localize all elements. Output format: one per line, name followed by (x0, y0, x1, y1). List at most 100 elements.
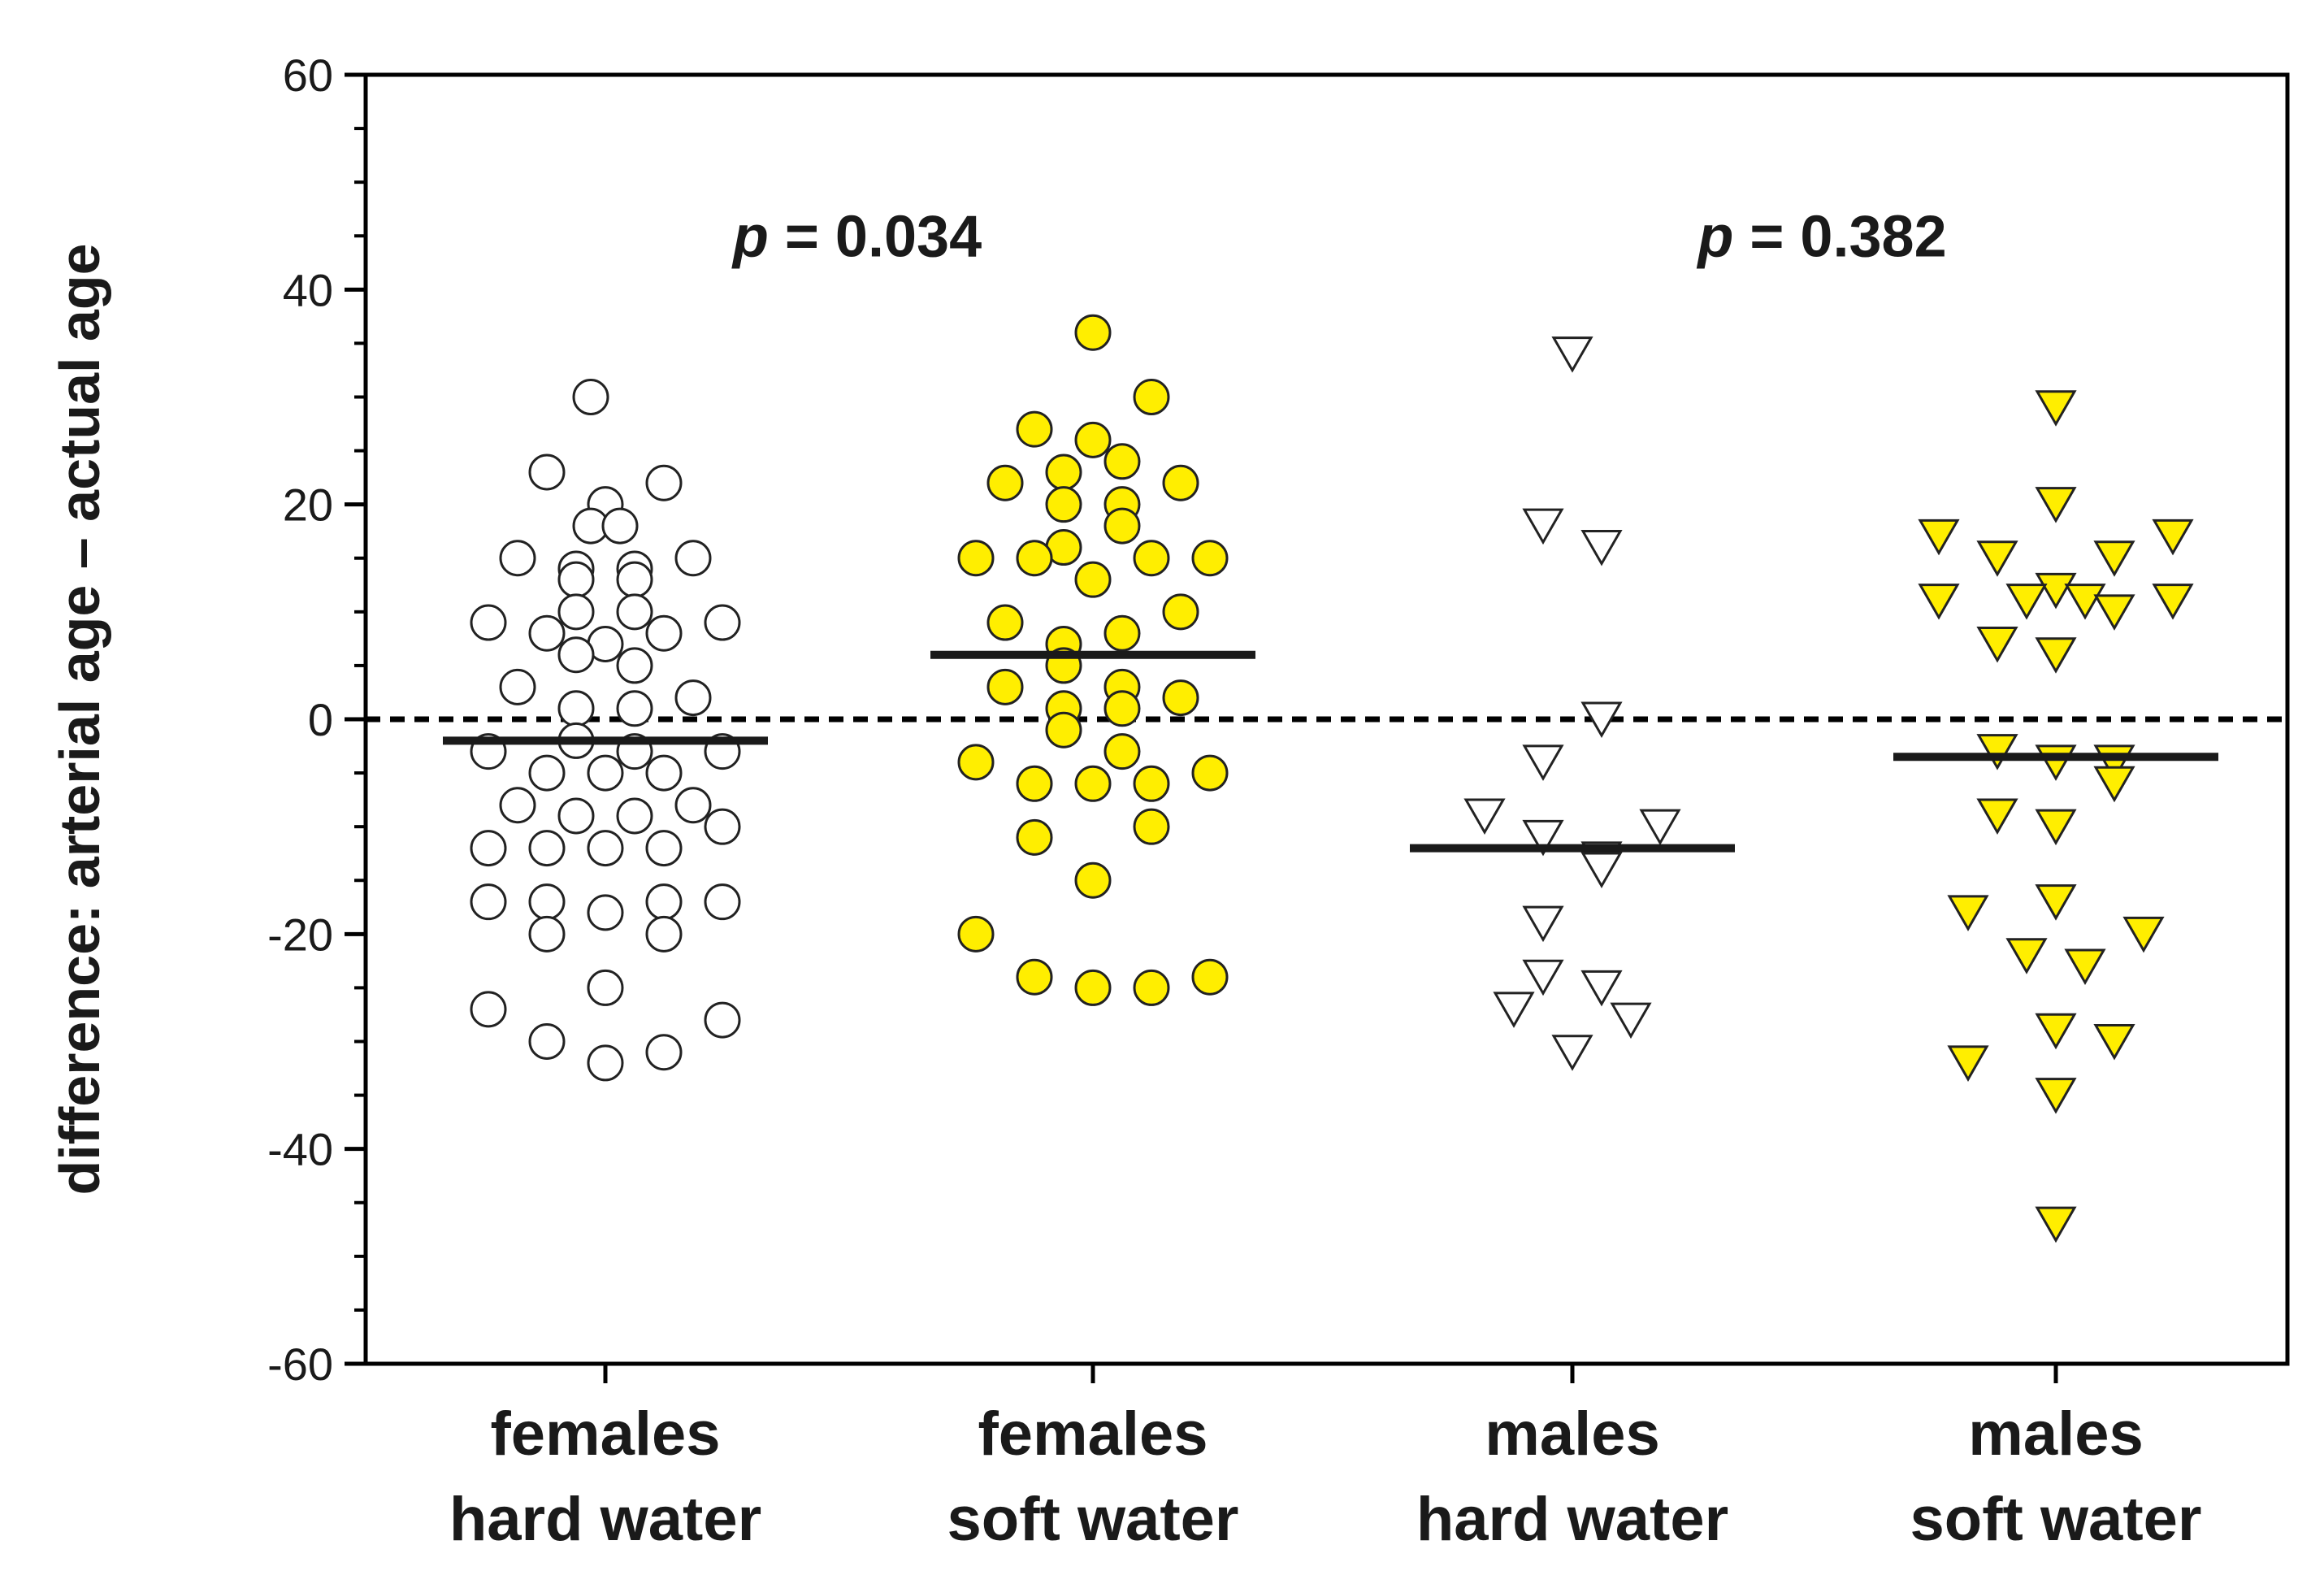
data-point (1074, 861, 1112, 899)
data-point (587, 969, 624, 1006)
data-point (1074, 969, 1112, 1006)
data-point (957, 915, 995, 953)
data-point (1045, 711, 1082, 749)
data-point (1133, 969, 1170, 1006)
data-point (1580, 701, 1623, 739)
x-category-label-line1: females (978, 1400, 1208, 1469)
data-point (1103, 443, 1141, 480)
data-point (1074, 421, 1112, 458)
data-point (1133, 808, 1170, 845)
p-value: = 0.382 (1733, 204, 1946, 269)
series-females-soft-water (957, 314, 1229, 1006)
x-category-label-line1: females (490, 1400, 720, 1469)
data-point (616, 593, 653, 631)
p-symbol: p (1696, 204, 1733, 269)
data-point (499, 787, 536, 824)
data-point (2035, 572, 2077, 610)
data-point (986, 604, 1024, 641)
y-tick-label: -60 (267, 1339, 333, 1390)
data-point (1133, 765, 1170, 802)
data-point (645, 1034, 683, 1071)
data-point (1918, 519, 1960, 556)
data-point (2152, 584, 2194, 620)
data-point (1162, 593, 1199, 631)
y-tick-label: 0 (308, 694, 333, 745)
data-point (1016, 765, 1053, 802)
p-value-annotation: p = 0.382 (1696, 204, 1946, 269)
data-point (1551, 1035, 1593, 1071)
data-point (1103, 507, 1141, 545)
data-point (1016, 540, 1053, 577)
data-point (1976, 626, 2018, 663)
data-point (957, 744, 995, 781)
data-point (2093, 594, 2135, 631)
data-point (704, 883, 741, 921)
data-point (1522, 508, 1564, 545)
data-point (1016, 958, 1053, 996)
data-point (645, 830, 683, 867)
data-point (2122, 916, 2165, 953)
data-point (1522, 959, 1564, 996)
data-point (645, 915, 683, 953)
data-point (528, 754, 566, 792)
data-point (1191, 754, 1229, 792)
data-point (674, 540, 712, 577)
data-point (1522, 905, 1564, 943)
data-point (470, 883, 507, 921)
data-point (587, 754, 624, 792)
data-point (557, 636, 595, 674)
data-point (499, 540, 536, 577)
data-point (1016, 818, 1053, 856)
data-point (1191, 540, 1229, 577)
data-point (528, 883, 566, 921)
data-point (528, 915, 566, 953)
data-point (587, 894, 624, 931)
data-point (704, 1001, 741, 1039)
data-point (2093, 766, 2135, 803)
data-point (1976, 798, 2018, 835)
data-point (1074, 561, 1112, 598)
data-point (1976, 734, 2018, 770)
data-point (704, 604, 741, 641)
series-males-soft-water (1918, 390, 2194, 1243)
p-value: = 0.034 (769, 204, 982, 269)
data-point (1103, 690, 1141, 727)
data-point (1580, 852, 1623, 889)
x-category-label-line2: soft water (1910, 1485, 2202, 1554)
data-point (986, 464, 1024, 501)
data-point (601, 507, 639, 545)
data-point (2035, 1206, 2077, 1243)
data-point (1074, 765, 1112, 802)
data-point (528, 1023, 566, 1060)
data-point (645, 464, 683, 501)
data-point (1639, 809, 1681, 846)
data-point (616, 647, 653, 684)
data-point (2035, 1078, 2077, 1114)
data-point (2064, 584, 2106, 620)
data-point (557, 690, 595, 727)
data-point (1522, 744, 1564, 781)
x-category-label-line2: soft water (947, 1485, 1239, 1554)
data-point (557, 593, 595, 631)
p-value-annotation: p = 0.034 (731, 204, 982, 269)
data-point (616, 797, 653, 835)
data-point (2005, 584, 2048, 620)
data-point (1162, 679, 1199, 717)
x-category-label-line1: males (1968, 1400, 2144, 1469)
data-point (2093, 1024, 2135, 1061)
data-point (674, 787, 712, 824)
data-point (1103, 614, 1141, 652)
data-point (1976, 540, 2018, 577)
data-point (1133, 379, 1170, 415)
data-point (1103, 733, 1141, 770)
data-point (499, 668, 536, 705)
y-tick-label: 60 (283, 50, 333, 101)
x-category-label-line1: males (1485, 1400, 1660, 1469)
data-point (2035, 884, 2077, 921)
data-point (1045, 454, 1082, 491)
data-point (2035, 390, 2077, 427)
data-point (1074, 314, 1112, 351)
data-point (645, 883, 683, 921)
data-point (1463, 798, 1506, 835)
